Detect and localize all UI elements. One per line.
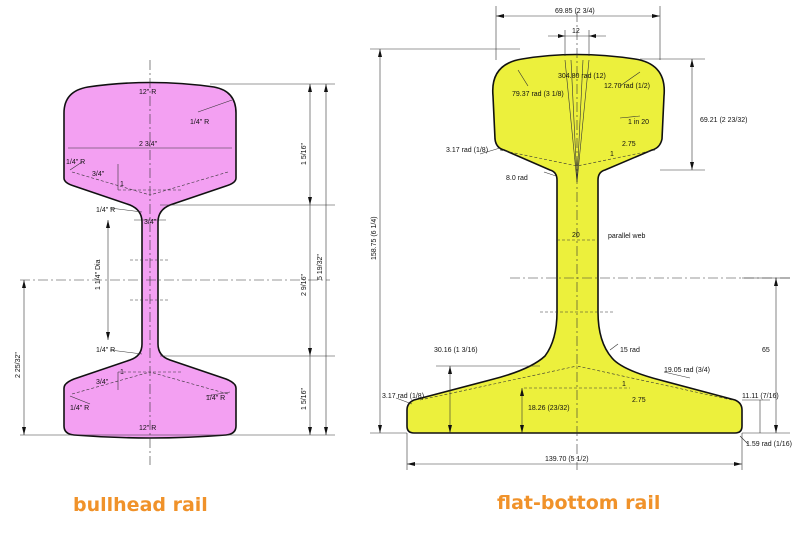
fb-foot-tip-radius: 3.17 rad (1/8): [382, 393, 424, 400]
bh-foot-bottom-radius: 12" R: [139, 425, 156, 432]
bh-hole-diameter: 1 1/4" Dia: [95, 259, 102, 290]
bh-slope-top: 3/4": [92, 171, 105, 178]
bh-dim-web: 2 9/16": [301, 274, 308, 296]
fb-top-radius: 304.80 rad (12): [558, 73, 606, 80]
fb-slope: 1 in 20: [628, 119, 649, 126]
fb-foot-thickness-mid: 18.26 (23/32): [528, 405, 570, 412]
fb-total-height: 158.75 (6 1/4): [371, 216, 378, 260]
bullhead-rail-drawing: 12" R 1/4" R 2 3/4" 1/4" R 3/4" 1 1/4" R…: [15, 60, 335, 465]
bh-slope-one-bottom: 1: [120, 369, 124, 376]
fb-head-width: 69.85 (2 3/4): [555, 8, 595, 15]
bh-dim-lower-left: 2 25/32": [15, 352, 22, 378]
fb-web-thickness: 20: [572, 232, 580, 239]
fb-foot-slope-value: 2.75: [632, 397, 646, 404]
fb-web-fillet: 15 rad: [620, 347, 640, 354]
flat-bottom-rail-drawing: 69.85 (2 3/4) 12 304.80 rad (12) 79.37 r…: [370, 6, 792, 470]
bh-dim-foot-depth: 1 5/16": [301, 388, 308, 410]
fb-right-radius: 12.70 rad (1/2): [604, 83, 650, 90]
fb-head-depth: 69.21 (2 23/32): [700, 117, 747, 124]
fb-foot-radius: 19.05 rad (3/4): [664, 367, 710, 374]
fb-slope-one: 1: [610, 151, 614, 158]
fb-foot-corner-radius: 1.59 rad (1/16): [746, 441, 792, 448]
bh-slope-bottom: 3/4": [96, 379, 109, 386]
fb-underhead-radius: 3.17 rad (1/8): [446, 147, 488, 154]
fb-neck-height: 30.16 (1 3/16): [434, 347, 478, 354]
bh-fillet-radius-left: 1/4" R: [66, 159, 85, 166]
fb-foot-edge: 11.11 (7/16): [742, 393, 779, 400]
fb-foot-width: 139.70 (5 1/2): [545, 456, 589, 463]
bh-head-corner-radius: 1/4" R: [190, 119, 209, 126]
flat-bottom-rail-profile: [406, 53, 743, 434]
bh-slope-one: 1: [120, 181, 124, 188]
bh-web-thickness: 3/4": [144, 219, 157, 226]
bh-head-top-radius: 12" R: [139, 89, 156, 96]
bh-web-radius-upper: 1/4" R: [96, 207, 115, 214]
bh-head-width: 2 3/4": [139, 141, 158, 148]
bh-foot-radius-right: 1/4" R: [206, 395, 225, 402]
flat-bottom-rail-caption: flat-bottom rail: [497, 492, 661, 514]
fb-top-offset: 12: [572, 28, 580, 35]
bh-dim-head-depth: 1 5/16": [301, 143, 308, 165]
fb-fillet-radius: 8.0 rad: [506, 175, 528, 182]
fb-parallel-web: parallel web: [608, 233, 645, 240]
bh-foot-radius-left: 1/4" R: [70, 405, 89, 412]
fb-foot-height: 65: [762, 347, 770, 354]
fb-left-radius: 79.37 rad (3 1/8): [512, 91, 564, 98]
bh-web-radius-lower: 1/4" R: [96, 347, 115, 354]
fb-slope-value: 2.75: [622, 141, 636, 148]
fb-foot-slope-one: 1: [622, 381, 626, 388]
bh-dim-total-height: 5 19/32": [317, 254, 324, 280]
bullhead-rail-caption: bullhead rail: [73, 494, 208, 516]
